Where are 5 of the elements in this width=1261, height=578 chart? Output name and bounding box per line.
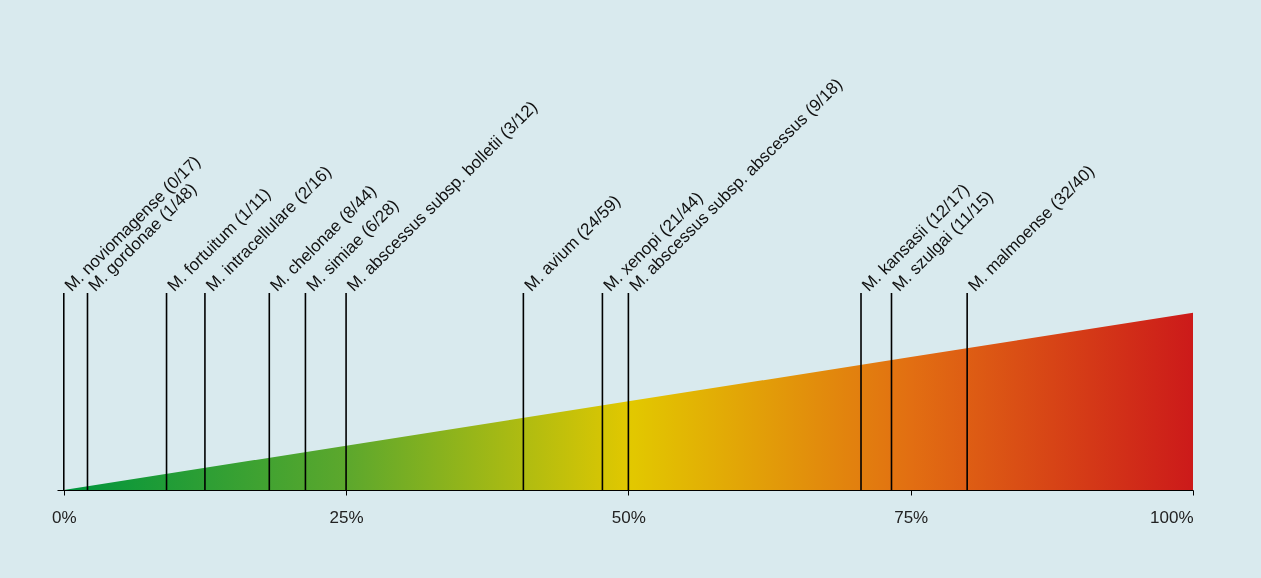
x-tick-label: 50%: [611, 507, 646, 527]
x-tick-label: 0%: [51, 507, 77, 527]
x-tick-label: 100%: [1150, 507, 1194, 527]
x-tick-label: 75%: [894, 507, 929, 527]
x-tick-label: 25%: [329, 507, 364, 527]
